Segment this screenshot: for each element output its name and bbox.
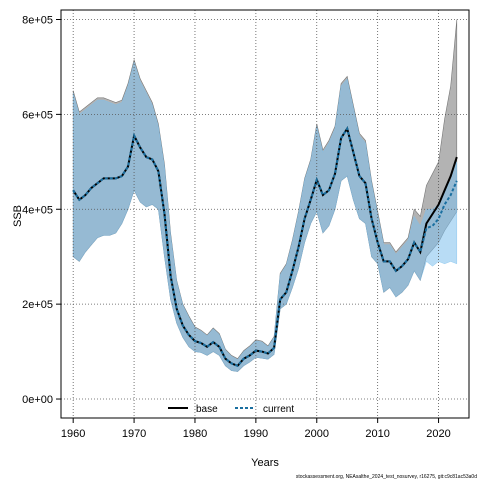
y-axis-title: SSB bbox=[12, 205, 24, 227]
x-tick-label-2020: 2020 bbox=[426, 428, 450, 440]
y-axis: 0e+00 2e+05 4e+05 6e+05 8e+05 bbox=[22, 14, 61, 406]
x-tick-label-1970: 1970 bbox=[122, 428, 146, 440]
series-lines bbox=[72, 126, 458, 367]
x-tick-label-1980: 1980 bbox=[183, 428, 207, 440]
y-tick-label-0: 0e+00 bbox=[22, 394, 53, 406]
legend: base current bbox=[168, 404, 294, 415]
y-tick-label-1: 2e+05 bbox=[22, 299, 53, 311]
x-tick-label-2000: 2000 bbox=[305, 428, 329, 440]
y-tick-label-2: 4e+05 bbox=[22, 204, 53, 216]
x-tick-label-2010: 2010 bbox=[365, 428, 389, 440]
legend-label-current: current bbox=[263, 404, 294, 415]
line-current bbox=[72, 126, 458, 367]
gridlines bbox=[61, 10, 469, 418]
legend-label-base: base bbox=[196, 404, 218, 415]
x-axis: 1960 1970 1980 1990 2000 2010 2020 bbox=[61, 418, 451, 440]
y-tick-label-4: 8e+05 bbox=[22, 14, 53, 26]
confidence-bands bbox=[72, 19, 458, 372]
plot-frame bbox=[60, 9, 470, 419]
x-axis-title: Years bbox=[251, 457, 279, 469]
x-tick-label-1990: 1990 bbox=[244, 428, 268, 440]
footer-text: stockassessment.org, NEAsalthe_2024_test… bbox=[296, 474, 477, 480]
y-tick-label-3: 6e+05 bbox=[22, 109, 53, 121]
x-tick-label-1960: 1960 bbox=[61, 428, 85, 440]
band-current bbox=[73, 61, 457, 372]
